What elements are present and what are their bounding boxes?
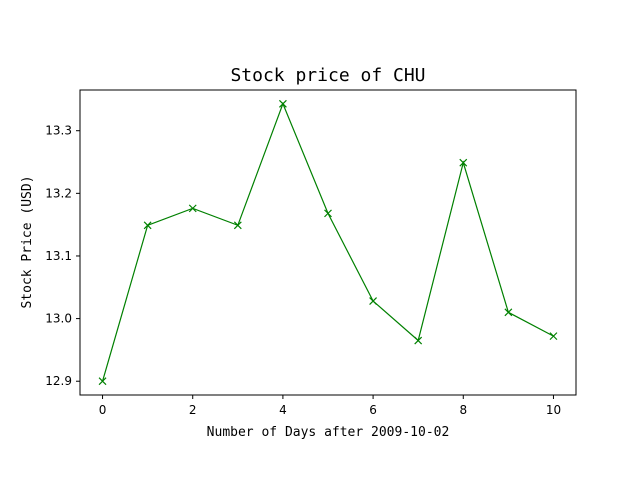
data-point-marker: [98, 377, 107, 386]
y-tick-label: 13.0: [45, 312, 72, 326]
chart-title: Stock price of CHU: [230, 65, 425, 86]
data-point-marker: [504, 308, 513, 317]
y-axis-label: Stock Price (USD): [20, 175, 35, 308]
y-tick-label: 13.3: [45, 124, 72, 138]
data-point-marker: [324, 209, 332, 218]
x-tick-label: 0: [99, 403, 107, 417]
x-tick-label: 8: [459, 403, 467, 417]
plot-area: [79, 89, 577, 396]
data-point-marker: [233, 221, 242, 230]
axes-frame: [79, 89, 577, 396]
data-point-marker: [414, 336, 423, 345]
y-tick-label: 13.1: [45, 249, 72, 263]
y-axis-ticks: 12.9 13.0 13.1 13.2 13.3: [45, 124, 80, 388]
x-tick-label: 2: [189, 403, 197, 417]
data-point-marker: [188, 204, 197, 213]
series-layer: [98, 99, 558, 386]
data-point-marker: [278, 99, 287, 108]
data-point-marker: [549, 332, 558, 341]
y-tick-label: 13.2: [45, 186, 72, 200]
x-tick-label: 4: [279, 403, 287, 417]
x-axis-ticks: 0 2 4 6 8 10: [99, 395, 561, 417]
y-tick-label: 12.9: [45, 374, 72, 388]
data-point-marker: [459, 158, 468, 167]
x-axis-label: Number of Days after 2009-10-02: [207, 425, 450, 440]
data-point-marker: [369, 297, 378, 305]
x-tick-label: 6: [369, 403, 377, 417]
data-point-marker: [143, 221, 152, 230]
x-tick-label: 10: [546, 403, 561, 417]
